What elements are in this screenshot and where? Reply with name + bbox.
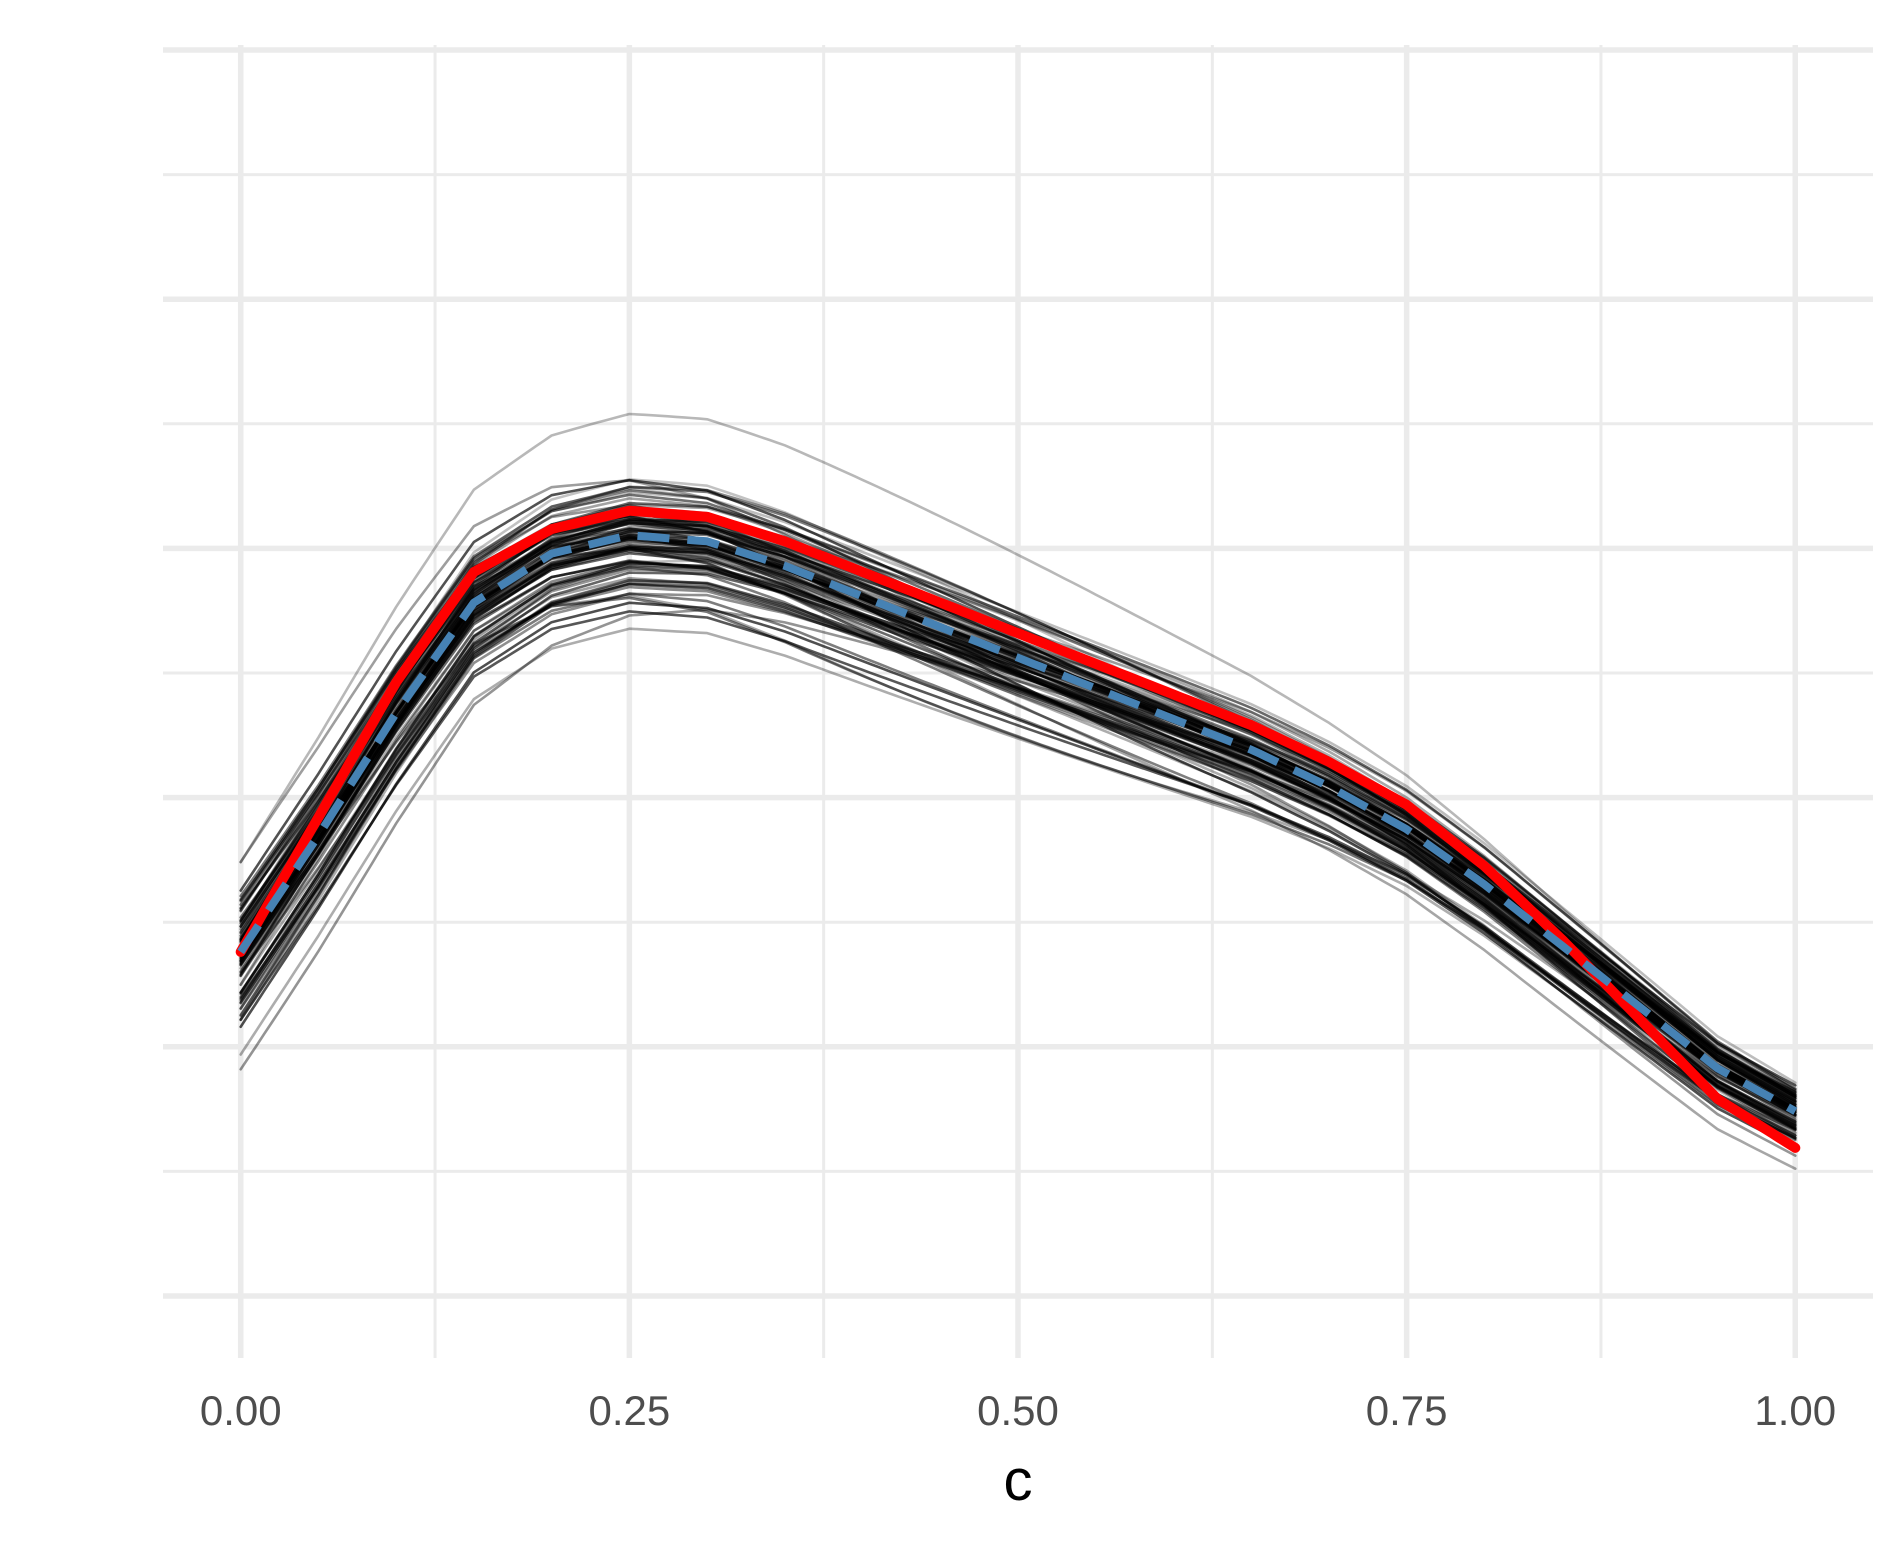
sample-curve (239, 548, 1797, 1109)
series-line-blue-dashed (237, 531, 1798, 1115)
x-tick-label: 0.00 (200, 1387, 282, 1434)
x-tick-label: 0.75 (1366, 1387, 1448, 1434)
sample-curve (239, 412, 1797, 1093)
series-line-red (235, 505, 1801, 1153)
sample-curve (239, 519, 1797, 1125)
sample-curve (239, 487, 1797, 1101)
sample-curve (239, 546, 1797, 1099)
sample-curve (239, 478, 1797, 1087)
sample-curve (239, 594, 1797, 1128)
grid (163, 45, 1873, 1358)
sample-curve (239, 601, 1797, 1150)
x-tick-labels: 0.00 0.25 0.50 0.75 1.00 (200, 1387, 1836, 1434)
x-tick-label: 1.00 (1754, 1387, 1836, 1434)
sample-curve (239, 551, 1797, 1111)
x-tick-label: 0.50 (977, 1387, 1059, 1434)
sample-curve (239, 485, 1797, 1094)
main-lines (235, 505, 1801, 1153)
sample-curve (239, 610, 1797, 1140)
x-axis-title: c (1004, 1448, 1033, 1513)
sample-curve (239, 541, 1797, 1097)
x-tick-label: 0.25 (588, 1387, 670, 1434)
sample-curve (239, 511, 1797, 1109)
sample-curve (239, 522, 1797, 1123)
